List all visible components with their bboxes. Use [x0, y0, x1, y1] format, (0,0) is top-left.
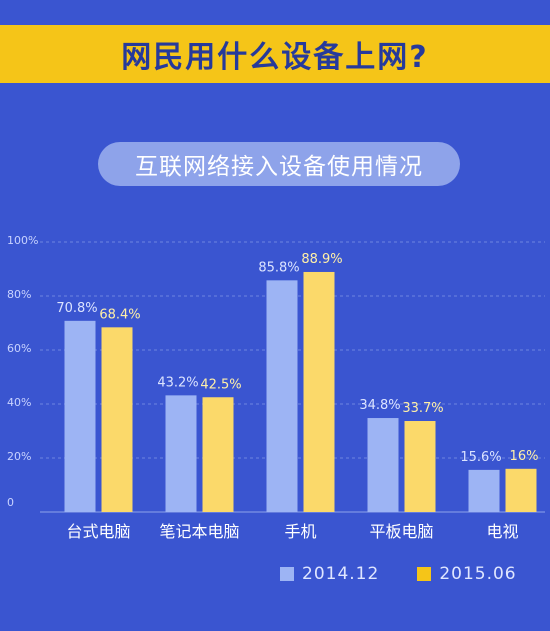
- data-label: 16%: [510, 449, 539, 464]
- legend-label-2015: 2015.06: [439, 564, 517, 584]
- category-label: 台式电脑: [66, 522, 130, 541]
- data-label: 68.4%: [99, 307, 140, 322]
- data-label: 15.6%: [460, 450, 501, 465]
- bar-2014: [64, 320, 96, 512]
- data-label: 42.5%: [200, 377, 241, 392]
- y-tick-label: 40%: [7, 396, 31, 409]
- bar-2014: [367, 418, 399, 512]
- data-label: 43.2%: [157, 375, 198, 390]
- data-label: 70.8%: [56, 301, 97, 316]
- bar-2015: [202, 397, 234, 512]
- bar-2014: [266, 280, 298, 512]
- y-tick-label: 80%: [7, 288, 31, 301]
- legend-swatch-2015: [417, 567, 432, 581]
- bar-2015: [505, 468, 537, 512]
- chart-title-pill: 互联网络接入设备使用情况: [98, 142, 460, 186]
- y-tick-label: 60%: [7, 342, 31, 355]
- category-label: 电视: [486, 522, 518, 541]
- legend-swatch-2014: [280, 567, 294, 581]
- category-label: 笔记本电脑: [159, 522, 239, 541]
- bar-2014: [468, 469, 500, 512]
- bar-2015: [101, 327, 133, 512]
- legend-item-2014: 2014.12: [280, 564, 379, 584]
- chart-legend: 2014.12 2015.06: [280, 563, 545, 585]
- y-tick-label: 20%: [7, 450, 31, 463]
- category-label: 平板电脑: [369, 522, 433, 541]
- legend-label-2014: 2014.12: [302, 564, 380, 584]
- bar-2015: [303, 271, 335, 512]
- bar-2015: [404, 421, 436, 512]
- data-label: 88.9%: [301, 252, 342, 267]
- header-banner: 网民用什么设备上网?: [0, 25, 550, 83]
- data-label: 34.8%: [359, 398, 400, 413]
- y-tick-label: 0: [7, 496, 14, 509]
- chart-title: 互联网络接入设备使用情况: [135, 154, 423, 180]
- page-title: 网民用什么设备上网?: [121, 40, 429, 75]
- data-label: 33.7%: [402, 401, 443, 416]
- data-label: 85.8%: [258, 260, 299, 275]
- category-label: 手机: [284, 522, 316, 541]
- legend-item-2015: 2015.06: [417, 564, 516, 584]
- y-tick-label: 100%: [7, 234, 38, 247]
- bar-2014: [165, 395, 197, 512]
